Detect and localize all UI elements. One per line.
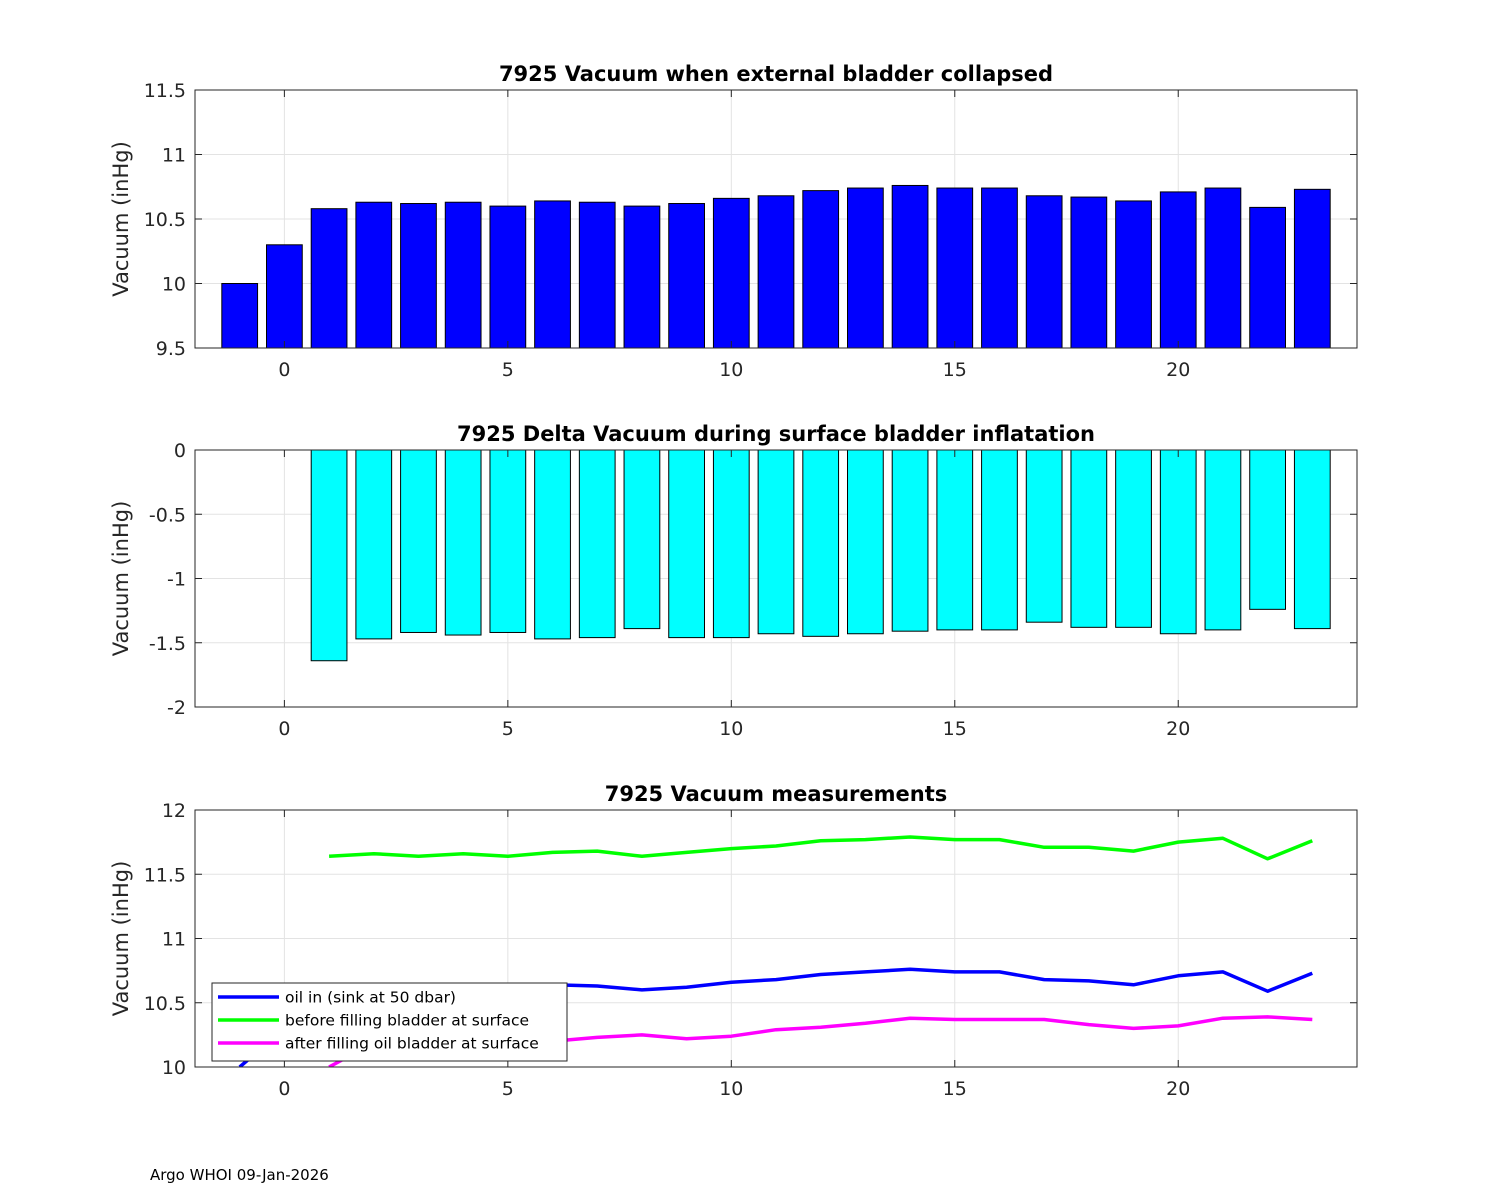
y-tick-label: 10 (162, 1057, 186, 1079)
bar (444, 449, 482, 636)
x-tick-label: 5 (502, 718, 514, 740)
y-tick-label: -2 (167, 697, 186, 719)
x-tick-label: 0 (278, 1078, 290, 1100)
bar (400, 449, 437, 633)
y-tick-label: 11.5 (144, 864, 186, 886)
bar (355, 201, 393, 349)
bar (623, 205, 661, 349)
bar (1115, 200, 1152, 349)
x-tick-label: 5 (502, 359, 514, 381)
bar (534, 200, 571, 349)
y-tick-label: -1.5 (149, 633, 186, 655)
bar (936, 449, 974, 631)
footer-text: Argo WHOI 09-Jan-2026 (150, 1166, 329, 1184)
x-tick-label: 15 (943, 718, 967, 740)
bar (578, 449, 616, 639)
y-tick-label: 10.5 (144, 209, 186, 231)
bar (489, 205, 527, 349)
bar (310, 208, 348, 349)
bar (847, 187, 884, 349)
chart-title: 7925 Delta Vacuum during surface bladder… (457, 422, 1095, 446)
bar (623, 449, 661, 630)
bar (981, 449, 1018, 631)
bar (489, 449, 527, 633)
legend: oil in (sink at 50 dbar) before filling b… (211, 982, 568, 1062)
chart-title: 7925 Vacuum when external bladder collap… (499, 62, 1053, 86)
bar (1070, 449, 1108, 628)
legend-label: before filling bladder at surface (285, 1012, 529, 1030)
bar (1159, 191, 1197, 349)
bar (757, 449, 795, 635)
y-tick-label: 12 (162, 800, 186, 822)
bar (1025, 449, 1063, 623)
bar (668, 203, 705, 349)
x-tick-label: 20 (1166, 1078, 1190, 1100)
bar (266, 244, 303, 349)
y-axis-label: Vacuum (inHg) (109, 861, 133, 1017)
x-tick-label: 15 (943, 359, 967, 381)
x-tick-label: 15 (943, 1078, 967, 1100)
bar (712, 449, 750, 639)
bar (578, 201, 616, 349)
y-tick-label: -1 (167, 569, 186, 591)
bar (847, 449, 884, 635)
y-tick-label: 11.5 (144, 80, 186, 102)
bar (802, 449, 840, 637)
bar (1249, 206, 1286, 349)
bar (712, 197, 750, 349)
chart-title: 7925 Vacuum measurements (605, 782, 948, 806)
bar (1293, 449, 1331, 630)
y-tick-label: 0 (174, 440, 186, 462)
bar (1204, 187, 1242, 349)
bar (355, 449, 393, 640)
y-tick-label: -0.5 (149, 504, 186, 526)
bar (444, 201, 482, 349)
x-tick-label: 5 (502, 1078, 514, 1100)
bar (757, 195, 795, 349)
chart-panel-1: 0 5 10 15 20 9.5 10 10.5 11 11.5 7925 Vacuum when … (109, 62, 1358, 381)
bar (1070, 196, 1108, 349)
legend-label: after filling oil bladder at surface (285, 1035, 539, 1053)
bar (981, 187, 1018, 349)
bar (1293, 188, 1331, 349)
bar (310, 449, 348, 662)
chart-panel-2: 0 5 10 15 20 -2 -1.5 -1 -0.5 0 7925 Delta Vacuum d… (109, 422, 1358, 740)
bar (891, 184, 929, 349)
bar (400, 203, 437, 349)
x-tick-label: 20 (1166, 359, 1190, 381)
y-tick-label: 11 (162, 929, 186, 951)
y-axis-label: Vacuum (inHg) (109, 501, 133, 657)
bar (668, 449, 705, 639)
bar (936, 187, 974, 349)
bar (1249, 449, 1286, 610)
x-tick-label: 20 (1166, 718, 1190, 740)
bar (1115, 449, 1152, 628)
chart-panel-3: 0 5 10 15 20 10 10.5 11 11.5 12 7925 Vacuum measur… (109, 782, 1358, 1100)
legend-label: oil in (sink at 50 dbar) (285, 989, 456, 1007)
bar (802, 190, 840, 349)
bar (891, 449, 929, 632)
x-tick-label: 10 (719, 359, 743, 381)
y-tick-label: 10 (162, 274, 186, 296)
bar (1159, 449, 1197, 635)
bar (221, 283, 259, 349)
x-tick-label: 10 (719, 718, 743, 740)
series-line-2 (328, 835, 1313, 861)
y-tick-label: 11 (162, 145, 186, 167)
y-tick-label: 9.5 (156, 338, 186, 360)
x-tick-label: 10 (719, 1078, 743, 1100)
y-axis-label: Vacuum (inHg) (109, 141, 133, 297)
bar (534, 449, 571, 640)
x-tick-label: 0 (278, 359, 290, 381)
y-tick-label: 10.5 (144, 993, 186, 1015)
x-tick-label: 0 (278, 718, 290, 740)
bar (1204, 449, 1242, 631)
bar (1025, 195, 1063, 349)
